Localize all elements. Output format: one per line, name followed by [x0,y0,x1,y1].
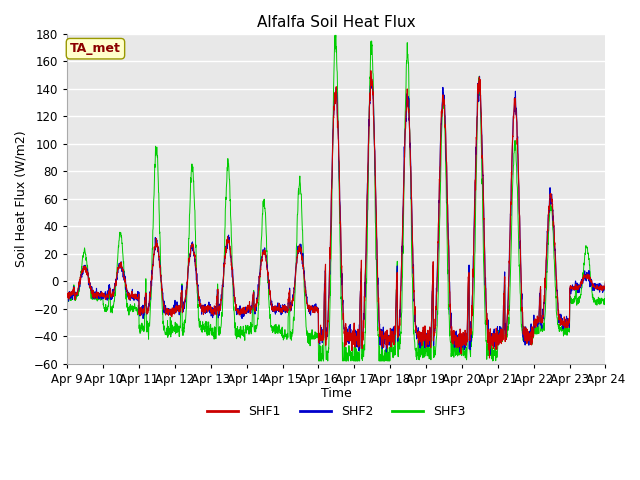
Line: SHF1: SHF1 [67,71,605,358]
SHF1 [367,68,374,73]
SHF2 [486,352,494,358]
SHF3 [602,278,609,284]
SHF2 [352,336,360,342]
SHF3 [364,206,372,212]
SHF2 [63,291,71,297]
SHF2 [214,287,221,292]
X-axis label: Time: Time [321,387,352,400]
SHF1 [602,278,609,284]
Line: SHF3: SHF3 [67,36,605,361]
SHF1 [493,340,501,346]
SHF1 [554,312,562,318]
Text: TA_met: TA_met [70,42,121,55]
SHF3 [353,346,360,352]
SHF2 [493,326,501,332]
SHF3 [315,358,323,364]
SHF3 [331,33,339,38]
SHF1 [352,334,360,340]
SHF3 [493,355,501,360]
SHF3 [214,290,221,296]
SHF3 [63,299,71,305]
Line: SHF2: SHF2 [67,76,605,355]
Y-axis label: Soil Heat Flux (W/m2): Soil Heat Flux (W/m2) [15,131,28,267]
SHF1 [214,291,221,297]
SHF1 [486,355,493,361]
Legend: SHF1, SHF2, SHF3: SHF1, SHF2, SHF3 [202,400,470,423]
SHF3 [554,324,562,329]
SHF2 [570,286,577,291]
SHF2 [554,308,562,314]
Title: Alfalfa Soil Heat Flux: Alfalfa Soil Heat Flux [257,15,415,30]
SHF2 [602,281,609,287]
SHF2 [476,73,483,79]
SHF2 [364,181,371,187]
SHF1 [63,294,71,300]
SHF1 [364,190,371,196]
SHF1 [570,285,577,290]
SHF3 [570,299,577,304]
